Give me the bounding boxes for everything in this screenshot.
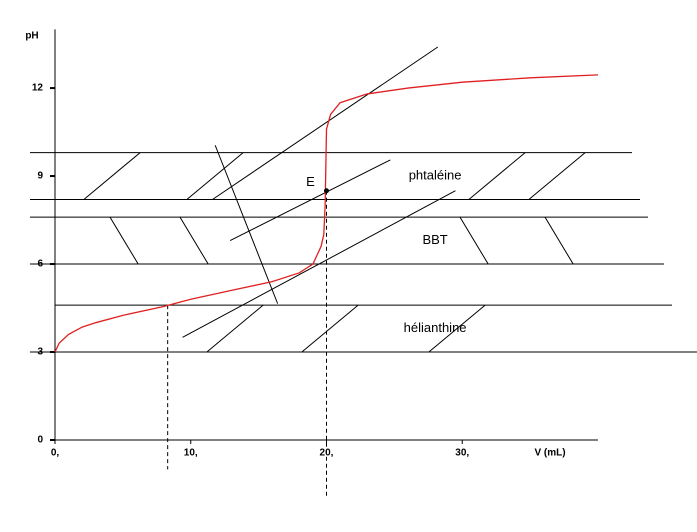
zone-hatch	[301, 304, 359, 353]
construction-line	[212, 46, 439, 200]
zone-hatch	[528, 152, 586, 200]
y-axis-label: pH	[25, 31, 38, 42]
x-axis-label: V (mL)	[534, 448, 565, 459]
x-tick-label: 10,	[184, 448, 198, 459]
x-tick-label: 20,	[320, 448, 334, 459]
construction-line	[182, 190, 456, 338]
y-tick-label: 6	[37, 259, 43, 270]
zone-label: hélianthine	[404, 320, 467, 335]
construction-line	[229, 159, 391, 242]
zone-label: phtaléine	[409, 167, 462, 182]
zone-hatch	[179, 216, 209, 265]
zone-hatch	[206, 304, 264, 353]
zone-hatch	[459, 216, 489, 265]
y-tick-label: 0	[37, 435, 43, 446]
y-tick-label: 9	[37, 171, 43, 182]
zone-hatch	[428, 304, 486, 353]
titration-curve	[54, 74, 599, 353]
zone-hatch	[83, 152, 141, 200]
x-tick-label: 0,	[51, 448, 60, 459]
x-tick-label: 30,	[455, 448, 469, 459]
construction-line	[214, 145, 279, 304]
y-tick-label: 3	[37, 347, 43, 358]
zone-hatch	[468, 152, 526, 200]
zone-hatch	[544, 216, 574, 265]
y-tick-label: 12	[32, 83, 44, 94]
equivalence-point	[324, 188, 329, 194]
zone-label: BBT	[422, 232, 447, 247]
zone-hatch	[186, 152, 244, 200]
point-label: E	[306, 174, 315, 189]
zone-hatch	[109, 216, 139, 265]
